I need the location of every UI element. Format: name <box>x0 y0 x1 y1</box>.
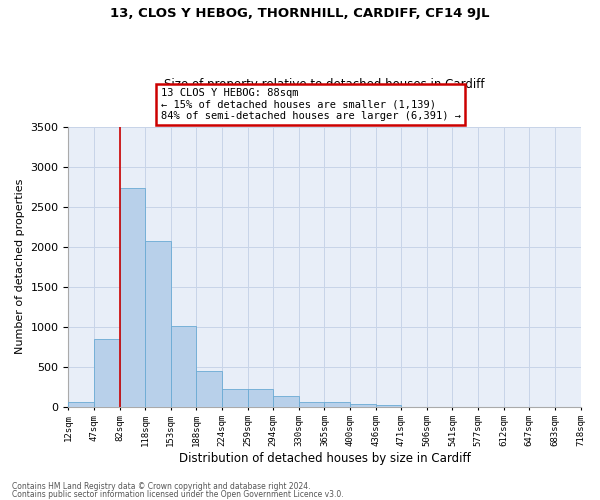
Bar <box>273 396 299 406</box>
Bar <box>145 241 171 406</box>
Text: 13 CLOS Y HEBOG: 88sqm
← 15% of detached houses are smaller (1,139)
84% of semi-: 13 CLOS Y HEBOG: 88sqm ← 15% of detached… <box>161 88 461 122</box>
Bar <box>325 402 350 406</box>
Bar <box>376 405 401 406</box>
Bar <box>222 388 248 406</box>
Text: Contains public sector information licensed under the Open Government Licence v3: Contains public sector information licen… <box>12 490 344 499</box>
Text: Contains HM Land Registry data © Crown copyright and database right 2024.: Contains HM Land Registry data © Crown c… <box>12 482 311 491</box>
Bar <box>68 402 94 406</box>
Bar <box>94 338 119 406</box>
Bar <box>196 370 222 406</box>
Bar <box>248 388 273 406</box>
Bar <box>171 326 196 406</box>
Y-axis label: Number of detached properties: Number of detached properties <box>15 179 25 354</box>
Title: Size of property relative to detached houses in Cardiff: Size of property relative to detached ho… <box>164 78 485 91</box>
Text: 13, CLOS Y HEBOG, THORNHILL, CARDIFF, CF14 9JL: 13, CLOS Y HEBOG, THORNHILL, CARDIFF, CF… <box>110 8 490 20</box>
Bar <box>119 188 145 406</box>
X-axis label: Distribution of detached houses by size in Cardiff: Distribution of detached houses by size … <box>179 452 470 465</box>
Bar <box>299 402 325 406</box>
Bar <box>350 404 376 406</box>
